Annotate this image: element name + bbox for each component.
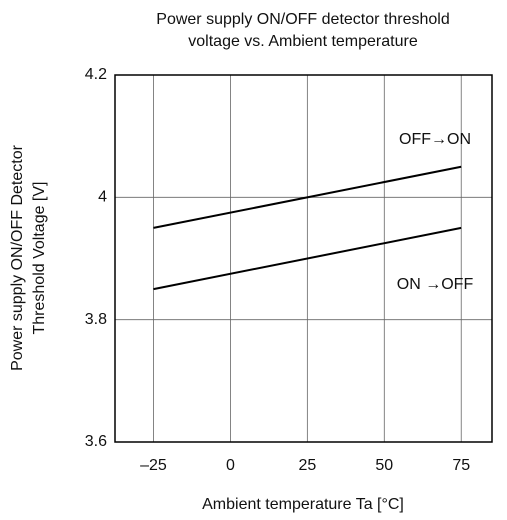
y-axis-label: Power supply ON/OFF Detector xyxy=(9,144,26,371)
x-tick-label: –25 xyxy=(140,457,167,474)
y-tick-label: 4 xyxy=(98,189,107,206)
chart-title: Power supply ON/OFF detector threshold xyxy=(156,11,449,28)
x-axis-label: Ambient temperature Ta [°C] xyxy=(202,496,404,513)
x-tick-label: 75 xyxy=(452,457,470,474)
series-line xyxy=(153,226,462,291)
x-tick-label: 50 xyxy=(375,457,393,474)
y-axis-label: Threshold Voltage [V] xyxy=(31,182,48,335)
x-tick-label: 25 xyxy=(298,457,316,474)
y-tick-label: 3.8 xyxy=(85,311,107,328)
x-tick-label: 0 xyxy=(226,457,235,474)
series-line xyxy=(153,165,462,229)
series-label: OFF→ON xyxy=(399,131,471,148)
plot-frame xyxy=(114,74,493,443)
chart-title: voltage vs. Ambient temperature xyxy=(188,33,418,50)
series-label: ON →OFF xyxy=(397,276,474,293)
y-tick-label: 4.2 xyxy=(85,66,107,83)
y-tick-label: 3.6 xyxy=(85,433,107,450)
